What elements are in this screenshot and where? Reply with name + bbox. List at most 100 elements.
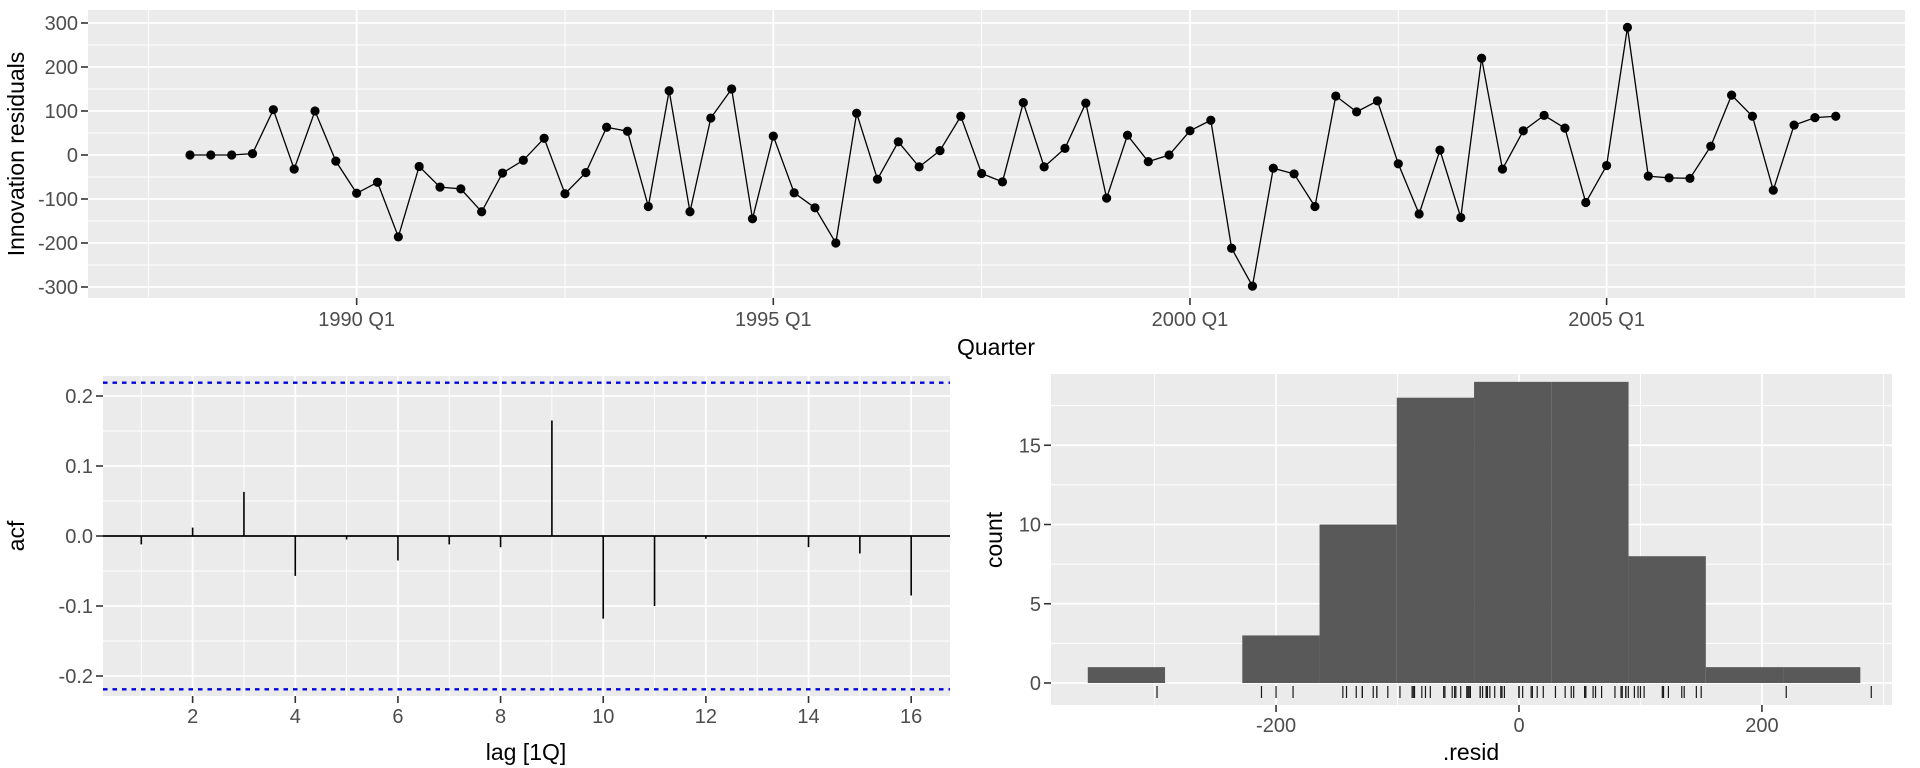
- data-point: [1352, 107, 1362, 117]
- data-point: [643, 201, 653, 212]
- data-point: [456, 184, 466, 194]
- data-point: [1310, 201, 1320, 212]
- data-point: [1102, 193, 1112, 203]
- histogram-bar: [1087, 667, 1166, 683]
- tick-label: 0: [1513, 715, 1524, 737]
- tick-label: 6: [392, 706, 403, 728]
- tick-label: 1990 Q1: [318, 309, 395, 331]
- data-point: [1122, 130, 1133, 140]
- plot-panel: [88, 10, 1905, 298]
- data-point: [581, 168, 591, 178]
- histogram-bar: [1319, 524, 1397, 683]
- tick-label: 8: [495, 706, 506, 728]
- data-point: [268, 105, 278, 115]
- data-point: [1289, 169, 1299, 179]
- data-point: [1143, 157, 1153, 167]
- data-point: [1768, 185, 1778, 195]
- data-point: [1497, 164, 1508, 174]
- data-point: [1393, 159, 1403, 169]
- data-point: [831, 238, 841, 248]
- tick-label: -100: [38, 189, 78, 211]
- tick-label: 2005 Q1: [1568, 309, 1645, 331]
- data-point: [977, 168, 987, 179]
- data-point: [747, 214, 758, 224]
- data-point: [477, 207, 487, 217]
- data-point: [435, 182, 445, 192]
- data-point: [1539, 110, 1549, 120]
- data-point: [393, 232, 403, 242]
- data-point: [1227, 243, 1237, 253]
- data-point: [497, 168, 508, 178]
- data-point: [1247, 281, 1258, 291]
- histogram-bar: [1705, 667, 1784, 683]
- tick-label: -200: [1256, 715, 1296, 737]
- data-point: [997, 177, 1008, 187]
- data-point: [289, 164, 299, 174]
- histogram-bar: [1396, 397, 1475, 683]
- tick-label: 15: [1019, 435, 1041, 457]
- data-point: [1810, 113, 1820, 123]
- x-axis-title: Quarter: [957, 334, 1035, 360]
- x-axis-title: lag [1Q]: [486, 739, 567, 765]
- data-point: [1164, 150, 1174, 160]
- data-point: [1581, 197, 1591, 208]
- tick-label: 12: [695, 706, 717, 728]
- data-point: [935, 146, 945, 156]
- data-point: [1018, 98, 1028, 108]
- data-point: [539, 133, 549, 143]
- data-point: [1747, 111, 1758, 121]
- data-point: [1727, 90, 1737, 100]
- data-point: [789, 188, 799, 198]
- data-point: [227, 150, 237, 160]
- data-point: [1331, 91, 1341, 101]
- data-point: [706, 113, 716, 123]
- data-point: [560, 189, 570, 199]
- data-point: [1414, 209, 1424, 219]
- data-point: [1602, 160, 1612, 171]
- data-point: [372, 177, 383, 187]
- tick-label: -0.2: [59, 666, 93, 688]
- tick-label: 200: [45, 57, 78, 79]
- histogram-bar: [1242, 635, 1320, 683]
- tick-label: 0.1: [65, 456, 93, 478]
- tick-label: 16: [900, 706, 922, 728]
- y-axis-title: count: [981, 511, 1007, 568]
- data-point: [1081, 98, 1091, 108]
- data-point: [247, 149, 258, 159]
- data-point: [956, 111, 966, 121]
- tick-label: -300: [38, 277, 78, 299]
- histogram-bar: [1474, 381, 1552, 683]
- tick-label: 0.0: [65, 526, 93, 548]
- data-point: [1789, 120, 1799, 130]
- residuals-time-plot: 300 200 100 0 -100 -200 -300 1990 Q1 1995 Q1 2000…: [3, 10, 1905, 360]
- residual-histogram-plot: 0 5 10 15 -200 0 200 .resid count: [981, 374, 1892, 765]
- data-point: [685, 207, 695, 217]
- tick-label: 5: [1030, 594, 1041, 616]
- data-point: [1039, 162, 1049, 172]
- tick-label: 300: [45, 13, 78, 35]
- data-point: [1477, 53, 1487, 63]
- data-point: [206, 150, 216, 160]
- data-point: [1518, 126, 1528, 136]
- tick-label: 2000 Q1: [1152, 309, 1229, 331]
- tick-label: 10: [592, 706, 614, 728]
- data-point: [810, 203, 820, 213]
- tick-label: 100: [45, 101, 78, 123]
- data-point: [1643, 171, 1653, 181]
- data-point: [1622, 22, 1633, 32]
- data-point: [914, 162, 924, 172]
- data-point: [1372, 96, 1383, 106]
- tick-label: 200: [1745, 715, 1778, 737]
- data-point: [1706, 141, 1716, 151]
- tick-label: 4: [290, 706, 301, 728]
- data-point: [1268, 163, 1278, 173]
- data-point: [310, 106, 320, 116]
- tick-label: 2: [187, 706, 198, 728]
- data-point: [602, 122, 612, 132]
- data-point: [622, 126, 633, 136]
- data-point: [1185, 126, 1195, 136]
- tick-label: 14: [797, 706, 819, 728]
- data-point: [768, 131, 778, 141]
- histogram-bar: [1551, 381, 1629, 683]
- data-point: [518, 155, 528, 165]
